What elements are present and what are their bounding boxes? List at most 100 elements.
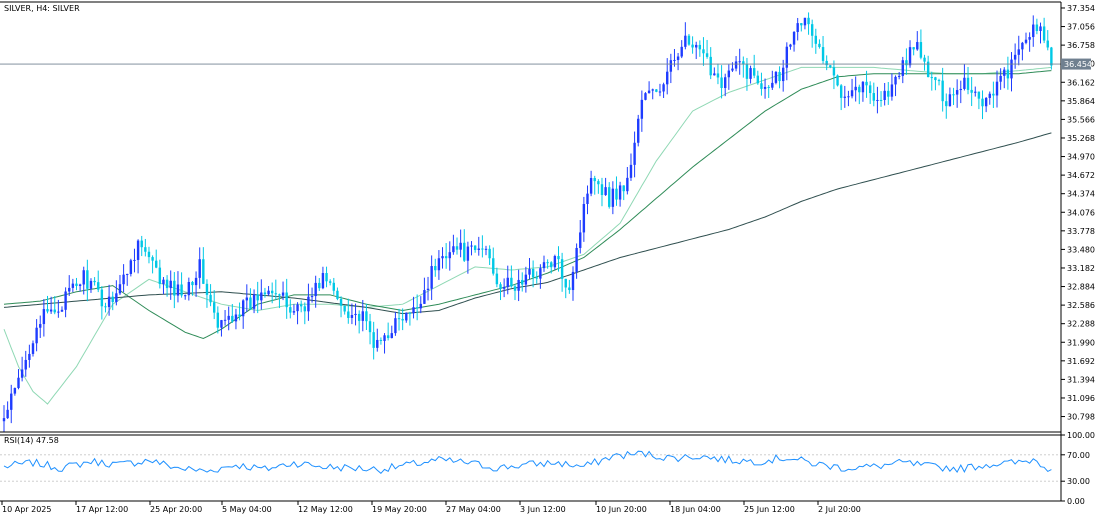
candle-body [937, 80, 941, 82]
candle-body [680, 46, 683, 57]
rsi-tick-label: 100.00 [1067, 431, 1095, 440]
candle-body [299, 304, 303, 307]
candle-body [129, 260, 133, 274]
x-tick-label: 18 Jun 04:00 [670, 505, 721, 514]
x-tick-label: 2 Jul 20:00 [818, 505, 861, 514]
candle-body [637, 118, 640, 143]
candle-body [473, 245, 477, 250]
candle-body [695, 44, 698, 48]
candle-body [448, 252, 451, 259]
rsi-line [3, 450, 1052, 474]
candle-body [1039, 26, 1042, 31]
candle-body [789, 44, 792, 47]
candle-body [343, 305, 346, 312]
candle-body [372, 332, 375, 348]
candle-body [814, 35, 818, 44]
candle-body [115, 293, 118, 303]
candle-body [923, 57, 926, 62]
candle-body [796, 23, 799, 32]
candle-body [560, 259, 564, 279]
candle-body [604, 187, 607, 196]
candle-body [600, 184, 604, 196]
candle-body [220, 320, 223, 328]
y-tick-label: 34.672 [1067, 171, 1095, 180]
candle-body [988, 93, 991, 98]
candle-body [412, 307, 415, 314]
x-tick-label: 17 Apr 12:00 [76, 505, 128, 514]
candle-body [97, 282, 100, 290]
rsi-tick-label: 30.00 [1067, 477, 1090, 486]
y-tick-label: 33.182 [1067, 264, 1095, 273]
candle-body [586, 193, 589, 204]
candle-body [1042, 26, 1046, 41]
candle-body [1006, 69, 1010, 79]
candle-body [434, 266, 437, 271]
candle-body [111, 296, 114, 303]
candle-body [640, 99, 644, 119]
candle-body [296, 304, 299, 312]
candle-body [310, 296, 314, 298]
candle-body [13, 388, 17, 394]
candle-body [941, 80, 944, 102]
candle-body [843, 96, 846, 98]
candle-body [350, 315, 354, 318]
candle-body [75, 283, 78, 286]
candle-body [452, 246, 455, 253]
candle-body [767, 86, 770, 88]
x-tick-label: 5 May 04:00 [222, 505, 272, 514]
candle-body [64, 291, 67, 310]
candle-body [539, 268, 542, 279]
candle-body [571, 271, 575, 291]
candle-body [839, 85, 843, 98]
candle-body [289, 307, 292, 313]
candle-body [241, 300, 245, 317]
candle-body [745, 64, 749, 79]
candle-body [209, 294, 212, 303]
candle-body [752, 68, 756, 76]
candle-body [100, 289, 104, 307]
candle-body [57, 311, 60, 313]
candle-body [1013, 54, 1017, 60]
candle-body [868, 85, 872, 94]
candle-body [825, 60, 828, 66]
candle-body [376, 339, 379, 348]
candle-body [379, 339, 383, 341]
candle-body [709, 56, 712, 76]
y-tick-label: 31.692 [1067, 357, 1095, 366]
candle-body [339, 298, 343, 306]
candle-body [894, 76, 897, 85]
x-tick-label: 19 May 20:00 [372, 505, 427, 514]
candle-body [68, 287, 71, 292]
y-tick-label: 32.288 [1067, 320, 1095, 329]
candle-body [263, 292, 267, 295]
candle-body [136, 240, 140, 260]
candle-body [647, 90, 651, 94]
candle-body [908, 47, 912, 66]
candle-body [655, 89, 658, 92]
candle-body [499, 284, 502, 289]
candle-body [651, 89, 654, 91]
candle-body [488, 248, 491, 259]
candle-body [644, 93, 647, 100]
candle-body [303, 306, 307, 312]
candle-body [926, 61, 930, 78]
candle-body [865, 81, 868, 86]
candle-body [151, 257, 154, 261]
candle-body [720, 77, 723, 88]
candle-body [281, 292, 285, 296]
candle-body [321, 273, 325, 289]
candle-body [126, 273, 129, 275]
candle-body [778, 71, 781, 82]
candle-body [992, 93, 995, 96]
candle-body [227, 315, 230, 320]
x-tick-label: 10 Apr 2025 [2, 505, 51, 514]
candle-body [104, 306, 107, 308]
candle-body [713, 73, 716, 76]
candle-body [28, 353, 31, 360]
y-tick-label: 30.798 [1067, 413, 1095, 422]
y-tick-label: 36.162 [1067, 78, 1095, 87]
candle-body [419, 303, 422, 309]
candle-body [883, 90, 886, 100]
candle-body [267, 290, 270, 295]
